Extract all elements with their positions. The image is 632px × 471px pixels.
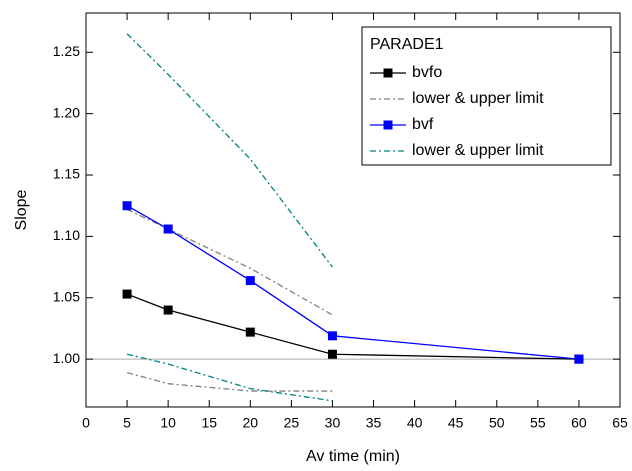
x-tick-label: 65 [612, 415, 628, 431]
legend-label: bvfo [412, 64, 442, 81]
y-tick-label: 1.25 [53, 43, 80, 59]
marker [245, 276, 255, 286]
legend-title: PARADE1 [370, 36, 444, 53]
y-tick-label: 1.10 [53, 227, 80, 243]
plot-frame [85, 12, 621, 408]
marker [163, 305, 173, 315]
marker [163, 224, 173, 234]
legend-box [361, 26, 612, 166]
x-tick-label: 60 [571, 415, 587, 431]
series-line [126, 293, 579, 360]
legend-label: bvf [412, 116, 434, 133]
series-line [126, 353, 333, 402]
x-tick-label: 35 [366, 415, 382, 431]
x-tick-label: 40 [407, 415, 423, 431]
x-tick-label: 10 [160, 415, 176, 431]
x-tick-label: 5 [123, 415, 131, 431]
legend-marker [383, 120, 393, 130]
x-tick-label: 55 [530, 415, 546, 431]
marker [327, 349, 337, 359]
x-axis-title: Av time (min) [306, 448, 400, 465]
legend-marker [383, 68, 393, 78]
marker [122, 289, 132, 299]
x-tick-label: 25 [284, 415, 300, 431]
x-tick-label: 50 [489, 415, 505, 431]
marker [122, 201, 132, 211]
legend-label: lower & upper limit [412, 142, 544, 159]
marker [245, 327, 255, 337]
y-tick-label: 1.15 [53, 166, 80, 182]
marker [574, 354, 584, 364]
marker [327, 331, 337, 341]
series-line [126, 205, 579, 360]
y-axis-title: Slope [13, 189, 30, 230]
x-tick-label: 15 [201, 415, 217, 431]
x-tick-label: 30 [325, 415, 341, 431]
legend-label: lower & upper limit [412, 90, 544, 107]
y-tick-label: 1.00 [53, 350, 80, 366]
series-line [126, 33, 333, 268]
x-tick-label: 0 [82, 415, 90, 431]
series-line [126, 208, 333, 316]
x-tick-label: 45 [448, 415, 464, 431]
y-tick-label: 1.20 [53, 104, 80, 120]
x-tick-label: 20 [243, 415, 259, 431]
y-tick-label: 1.05 [53, 288, 80, 304]
series-line [126, 372, 333, 392]
